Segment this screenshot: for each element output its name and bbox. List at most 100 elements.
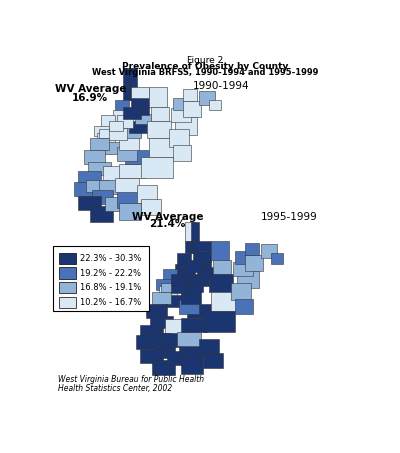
Polygon shape — [147, 120, 171, 138]
Text: 10.2% - 16.7%: 10.2% - 16.7% — [80, 298, 142, 307]
Polygon shape — [203, 311, 235, 332]
Polygon shape — [78, 196, 100, 210]
Polygon shape — [141, 199, 161, 215]
Polygon shape — [119, 136, 139, 150]
Polygon shape — [164, 319, 191, 335]
Polygon shape — [197, 267, 213, 278]
Polygon shape — [164, 295, 187, 307]
Text: 16.9%: 16.9% — [72, 93, 108, 103]
Polygon shape — [131, 87, 149, 98]
FancyBboxPatch shape — [59, 267, 76, 279]
Polygon shape — [181, 290, 201, 304]
Polygon shape — [237, 270, 259, 288]
Polygon shape — [129, 87, 137, 100]
Polygon shape — [170, 274, 185, 284]
Text: Figure 2: Figure 2 — [187, 56, 223, 65]
Polygon shape — [86, 180, 108, 192]
Text: West Virginia BRFSS, 1990-1994 and 1995-1999: West Virginia BRFSS, 1990-1994 and 1995-… — [92, 68, 318, 77]
Polygon shape — [108, 120, 123, 131]
Polygon shape — [193, 251, 211, 262]
FancyBboxPatch shape — [53, 246, 149, 311]
Polygon shape — [90, 138, 108, 150]
Polygon shape — [183, 101, 201, 117]
Polygon shape — [185, 241, 195, 253]
Polygon shape — [183, 280, 203, 292]
Polygon shape — [199, 260, 211, 269]
Polygon shape — [160, 333, 181, 347]
Polygon shape — [129, 68, 137, 87]
Polygon shape — [150, 316, 173, 328]
Polygon shape — [271, 253, 284, 264]
Polygon shape — [119, 202, 141, 220]
Polygon shape — [173, 145, 191, 161]
Polygon shape — [149, 138, 175, 157]
Polygon shape — [117, 192, 139, 208]
Polygon shape — [74, 182, 96, 196]
Polygon shape — [148, 333, 170, 346]
Polygon shape — [88, 163, 111, 175]
Polygon shape — [156, 280, 179, 290]
Polygon shape — [209, 100, 222, 110]
Polygon shape — [183, 89, 197, 101]
Polygon shape — [102, 166, 129, 182]
Polygon shape — [191, 274, 209, 286]
Polygon shape — [140, 349, 162, 363]
Polygon shape — [173, 98, 191, 110]
Polygon shape — [179, 269, 195, 281]
Polygon shape — [123, 68, 133, 87]
Polygon shape — [94, 126, 117, 136]
Polygon shape — [175, 264, 191, 278]
Text: 1995-1999: 1995-1999 — [261, 212, 318, 222]
Polygon shape — [102, 141, 125, 154]
Polygon shape — [187, 304, 211, 318]
FancyBboxPatch shape — [59, 297, 76, 308]
Polygon shape — [151, 106, 169, 120]
Polygon shape — [141, 157, 173, 178]
Polygon shape — [125, 150, 149, 164]
Polygon shape — [175, 117, 197, 135]
Polygon shape — [171, 108, 191, 122]
Polygon shape — [177, 332, 201, 346]
Polygon shape — [92, 190, 113, 204]
Polygon shape — [245, 255, 263, 270]
Polygon shape — [113, 110, 129, 124]
Polygon shape — [199, 339, 219, 356]
Text: West Virginia Bureau for Public Health: West Virginia Bureau for Public Health — [58, 375, 204, 384]
Polygon shape — [185, 260, 203, 272]
Text: WV Average: WV Average — [54, 84, 126, 94]
Polygon shape — [104, 198, 127, 211]
Polygon shape — [181, 318, 207, 332]
FancyBboxPatch shape — [59, 253, 76, 264]
Polygon shape — [211, 292, 237, 311]
Polygon shape — [98, 130, 115, 138]
Polygon shape — [245, 243, 259, 255]
Polygon shape — [235, 299, 253, 314]
Polygon shape — [154, 344, 175, 358]
Polygon shape — [140, 325, 162, 337]
Polygon shape — [135, 114, 151, 124]
Polygon shape — [231, 283, 251, 300]
Polygon shape — [166, 351, 189, 365]
Polygon shape — [162, 269, 177, 281]
Polygon shape — [131, 98, 149, 108]
Polygon shape — [179, 300, 199, 314]
Text: Health Statistics Center, 2002: Health Statistics Center, 2002 — [58, 384, 172, 393]
Polygon shape — [129, 120, 147, 133]
Polygon shape — [115, 178, 139, 192]
Text: 21.4%: 21.4% — [150, 219, 186, 229]
Text: 16.8% - 19.1%: 16.8% - 19.1% — [80, 283, 142, 292]
Polygon shape — [117, 147, 137, 161]
Polygon shape — [235, 251, 253, 264]
Polygon shape — [90, 206, 113, 222]
Polygon shape — [261, 245, 277, 258]
Polygon shape — [100, 116, 115, 128]
Polygon shape — [152, 360, 175, 375]
Text: 19.2% - 22.2%: 19.2% - 22.2% — [80, 269, 141, 278]
Polygon shape — [158, 286, 177, 299]
Polygon shape — [191, 222, 199, 241]
Polygon shape — [137, 185, 157, 202]
Polygon shape — [149, 87, 167, 106]
Polygon shape — [78, 171, 100, 183]
Polygon shape — [121, 126, 141, 138]
Polygon shape — [115, 100, 129, 112]
